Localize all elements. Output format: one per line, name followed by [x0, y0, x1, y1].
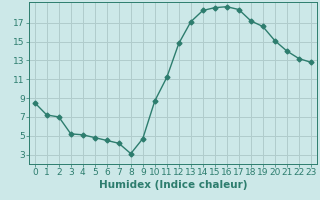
- X-axis label: Humidex (Indice chaleur): Humidex (Indice chaleur): [99, 180, 247, 190]
